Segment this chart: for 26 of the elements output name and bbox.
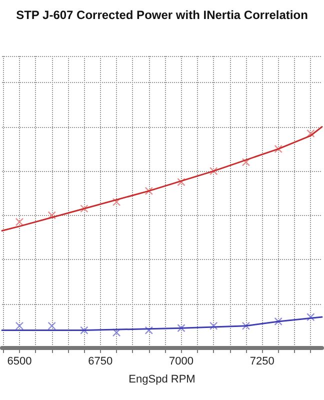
point <box>112 198 121 206</box>
x-tick-label: 7000 <box>169 356 194 368</box>
point <box>242 322 250 330</box>
point <box>274 317 282 326</box>
point <box>210 322 218 330</box>
x-tick-label: 6500 <box>7 356 32 368</box>
point <box>15 322 24 330</box>
point <box>144 326 153 334</box>
point <box>177 324 186 332</box>
x-axis-title: EngSpd RPM <box>128 374 196 386</box>
chart-title: STP J-607 Corrected Power with INertia Correlation <box>16 8 308 22</box>
point <box>48 211 56 220</box>
point <box>210 166 218 176</box>
point <box>80 326 88 334</box>
point <box>306 129 315 138</box>
point <box>80 204 88 213</box>
point <box>15 218 24 226</box>
point <box>306 312 315 322</box>
point <box>144 186 153 196</box>
x-tick-label: 6750 <box>88 356 113 368</box>
point <box>274 144 282 154</box>
x-tick-label: 7250 <box>250 356 274 368</box>
point <box>177 178 186 186</box>
point <box>112 328 121 337</box>
point <box>48 322 56 330</box>
point <box>242 158 250 166</box>
